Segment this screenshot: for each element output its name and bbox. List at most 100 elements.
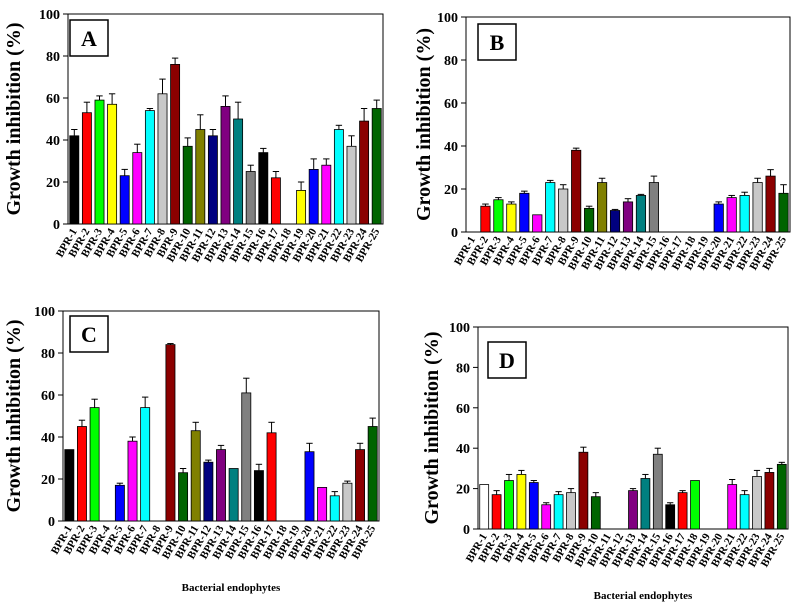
y-tick-label: 80 xyxy=(41,347,55,362)
bar-bpr-8 xyxy=(157,93,168,225)
y-tick-label: 0 xyxy=(463,523,470,538)
y-tick-label: 20 xyxy=(456,483,470,498)
bar-bpr-4 xyxy=(516,474,527,530)
bar-bpr-25 xyxy=(776,463,787,530)
y-tick-label: 60 xyxy=(444,97,458,112)
y-tick-label: 100 xyxy=(34,305,55,320)
panel-letter: C xyxy=(81,322,97,347)
bar-bpr-3 xyxy=(89,407,100,522)
bar-bpr-4 xyxy=(107,103,118,225)
y-tick-label: 100 xyxy=(449,321,470,336)
bar-bpr-11 xyxy=(597,182,608,233)
bar-bpr-20 xyxy=(308,168,319,225)
bar-bpr-16 xyxy=(258,152,269,225)
bar-bpr-14 xyxy=(640,478,651,530)
bar-bpr-19 xyxy=(296,189,307,225)
bar-bpr-6 xyxy=(532,214,543,233)
panel-letter-box xyxy=(69,19,109,57)
bar-bpr-10 xyxy=(178,472,189,522)
y-axis-label: Growth inhibition (%) xyxy=(421,332,443,525)
x-axis-label: Bacterial endophytes xyxy=(182,582,281,594)
y-tick-label: 80 xyxy=(456,361,470,376)
y-tick-label: 20 xyxy=(444,183,458,198)
bar-bpr-2 xyxy=(81,112,92,225)
bar-bpr-15 xyxy=(648,182,659,233)
y-tick-label: 60 xyxy=(456,402,470,417)
y-tick-label: 20 xyxy=(41,473,55,488)
panel-letter: D xyxy=(499,348,515,373)
bar-bpr-14 xyxy=(233,118,244,225)
bar-bpr-21 xyxy=(726,197,737,233)
y-tick-label: 100 xyxy=(437,11,458,26)
bar-bpr-17 xyxy=(677,492,688,530)
bar-bpr-8 xyxy=(558,188,569,233)
y-tick-label: 20 xyxy=(46,176,60,191)
bar-bpr-7 xyxy=(553,494,564,530)
y-tick-label: 0 xyxy=(48,515,55,530)
bar-bpr-1 xyxy=(69,135,80,225)
bar-bpr-6 xyxy=(132,152,143,225)
bar-bpr-14 xyxy=(635,195,647,233)
bar-bpr-24 xyxy=(765,175,776,233)
bar-bpr-25 xyxy=(778,192,789,233)
bar-bpr-10 xyxy=(584,207,595,233)
bar-bpr-13 xyxy=(628,490,638,530)
y-axis-label: Growth inhibition (%) xyxy=(413,28,435,221)
panel-letter-box xyxy=(69,315,109,353)
bar-bpr-9 xyxy=(170,64,181,225)
bar-bpr-21 xyxy=(321,164,332,225)
bar-bpr-2 xyxy=(77,426,87,522)
bar-bpr-8 xyxy=(566,492,576,530)
bar-bpr-10 xyxy=(590,496,601,530)
bar-bpr-13 xyxy=(220,106,231,225)
bar-bpr-5 xyxy=(519,192,530,233)
bar-bpr-3 xyxy=(493,199,504,233)
bar-bpr-1 xyxy=(64,449,75,522)
bar-bpr-3 xyxy=(504,480,514,530)
bar-bpr-9 xyxy=(571,149,582,233)
bar-bpr-2 xyxy=(480,205,491,233)
bar-bpr-24 xyxy=(764,472,775,530)
bar-bpr-1 xyxy=(479,484,490,530)
bar-bpr-12 xyxy=(203,461,214,522)
bar-bpr-5 xyxy=(114,484,125,522)
bar-bpr-14 xyxy=(228,468,239,522)
bar-bpr-13 xyxy=(216,449,226,522)
y-tick-label: 100 xyxy=(39,8,60,23)
bar-bpr-7 xyxy=(140,407,151,522)
y-tick-label: 80 xyxy=(444,54,458,69)
bar-bpr-20 xyxy=(304,451,315,522)
y-axis-label: Growth inhibition (%) xyxy=(3,320,25,513)
x-axis-label: Bacterial endophytes xyxy=(594,590,693,602)
bar-bpr-20 xyxy=(713,203,724,233)
bar-bpr-12 xyxy=(609,210,621,233)
y-tick-label: 60 xyxy=(41,389,55,404)
bar-bpr-3 xyxy=(94,99,105,225)
y-tick-label: 0 xyxy=(53,218,60,233)
bar-bpr-21 xyxy=(727,484,738,530)
bar-bpr-22 xyxy=(329,495,340,522)
y-tick-label: 40 xyxy=(41,431,55,446)
bar-bpr-11 xyxy=(190,430,201,522)
bar-bpr-4 xyxy=(506,203,517,233)
panel-letter-box xyxy=(477,23,517,61)
y-tick-label: 40 xyxy=(456,442,470,457)
bar-bpr-17 xyxy=(266,432,277,522)
bar-bpr-25 xyxy=(367,426,378,522)
bar-bpr-6 xyxy=(541,504,552,530)
bar-bpr-22 xyxy=(739,494,750,530)
bar-bpr-6 xyxy=(127,440,138,522)
bar-bpr-16 xyxy=(253,470,264,522)
y-tick-label: 40 xyxy=(46,134,60,149)
bar-bpr-18 xyxy=(690,480,700,530)
bar-bpr-23 xyxy=(346,145,357,225)
bar-bpr-21 xyxy=(317,486,328,522)
bar-bpr-25 xyxy=(371,108,382,225)
panel-letter: A xyxy=(81,26,97,51)
y-tick-label: 80 xyxy=(46,50,60,65)
bar-bpr-17 xyxy=(270,177,281,225)
bar-bpr-24 xyxy=(355,449,365,522)
